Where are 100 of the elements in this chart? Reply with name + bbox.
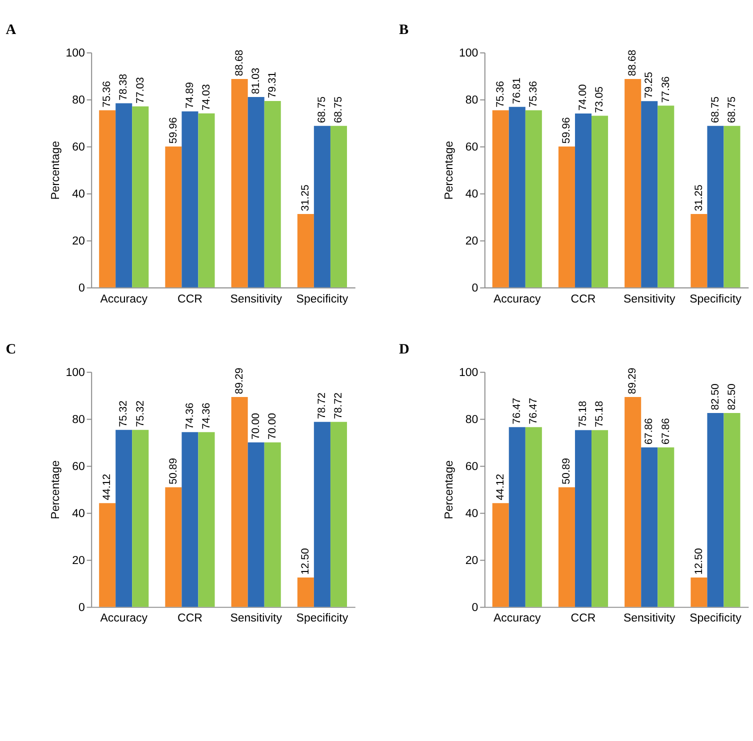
y-tick-label: 40 bbox=[72, 508, 85, 520]
data-label: 44.12 bbox=[494, 474, 506, 500]
bar bbox=[658, 447, 674, 607]
bar bbox=[690, 577, 708, 607]
bar bbox=[297, 577, 314, 607]
data-label: 74.89 bbox=[184, 82, 196, 109]
data-label: 74.36 bbox=[200, 402, 212, 430]
bar bbox=[525, 110, 542, 288]
x-tick-label: CCR bbox=[570, 612, 596, 625]
x-tick-label: Sensitivity bbox=[230, 293, 282, 306]
data-label: 67.86 bbox=[660, 418, 672, 444]
x-tick-label: Sensitivity bbox=[230, 612, 282, 625]
data-label: 77.03 bbox=[134, 76, 146, 104]
x-tick-label: Specificity bbox=[296, 612, 348, 625]
x-tick-label: Accuracy bbox=[493, 612, 542, 625]
data-label: 88.68 bbox=[626, 50, 639, 76]
y-tick-label: 60 bbox=[72, 142, 85, 154]
data-label: 68.75 bbox=[332, 96, 345, 123]
y-tick-label: 0 bbox=[472, 282, 478, 295]
bar bbox=[658, 106, 674, 288]
y-tick-label: 40 bbox=[465, 508, 478, 520]
x-tick-label: Sensitivity bbox=[623, 293, 676, 306]
bar bbox=[574, 113, 592, 288]
y-tick-label: 20 bbox=[72, 236, 85, 248]
data-label: 74.03 bbox=[200, 84, 212, 111]
bar bbox=[165, 487, 182, 607]
data-label: 81.03 bbox=[250, 68, 262, 94]
bar bbox=[707, 412, 724, 607]
data-label: 76.47 bbox=[528, 398, 540, 424]
y-axis-title: Percentage bbox=[50, 460, 62, 520]
bar bbox=[508, 427, 526, 607]
y-tick-label: 20 bbox=[72, 555, 85, 568]
data-label: 89.29 bbox=[626, 368, 639, 394]
data-label: 59.96 bbox=[167, 117, 180, 144]
y-tick-label: 40 bbox=[465, 188, 478, 201]
bar bbox=[330, 126, 347, 288]
data-label: 68.75 bbox=[709, 96, 722, 123]
x-tick-label: Specificity bbox=[690, 293, 742, 306]
data-label: 82.50 bbox=[709, 384, 722, 410]
bar bbox=[116, 103, 132, 288]
bar bbox=[724, 126, 740, 288]
bar bbox=[132, 430, 149, 607]
data-label: 12.50 bbox=[692, 548, 705, 575]
data-label: 67.86 bbox=[643, 418, 656, 444]
bar bbox=[592, 430, 608, 607]
y-tick-label: 80 bbox=[72, 94, 85, 107]
x-tick-label: CCR bbox=[178, 293, 202, 306]
x-tick-label: CCR bbox=[178, 612, 202, 625]
data-label: 44.12 bbox=[101, 474, 114, 500]
data-label: 50.89 bbox=[167, 458, 180, 484]
bar bbox=[724, 412, 740, 607]
data-label: 70.00 bbox=[266, 412, 278, 440]
bar bbox=[641, 101, 658, 288]
y-tick-label: 20 bbox=[465, 236, 478, 248]
y-tick-label: 80 bbox=[72, 414, 85, 426]
data-label: 74.00 bbox=[577, 84, 590, 111]
bar bbox=[198, 432, 215, 607]
y-tick-label: 60 bbox=[72, 461, 85, 474]
bar bbox=[182, 111, 198, 288]
data-label: 68.75 bbox=[316, 96, 328, 123]
data-label: 75.32 bbox=[118, 400, 130, 427]
bar bbox=[641, 447, 658, 607]
bar bbox=[116, 430, 132, 607]
data-label: 59.96 bbox=[560, 117, 573, 144]
bar bbox=[624, 78, 642, 288]
data-label: 31.25 bbox=[692, 184, 705, 212]
bar bbox=[264, 442, 281, 607]
data-label: 78.38 bbox=[118, 74, 130, 100]
y-tick-label: 100 bbox=[458, 367, 478, 380]
bar bbox=[492, 503, 509, 607]
data-label: 75.36 bbox=[528, 80, 540, 108]
bar bbox=[99, 503, 116, 607]
bar bbox=[99, 110, 116, 288]
y-tick-label: 60 bbox=[465, 142, 478, 154]
y-tick-label: 0 bbox=[78, 602, 85, 614]
chart-title: A bbox=[6, 22, 17, 38]
y-axis-title: Percentage bbox=[50, 140, 62, 200]
bar bbox=[592, 116, 608, 288]
data-label: 31.25 bbox=[300, 184, 312, 212]
data-label: 78.72 bbox=[332, 392, 345, 419]
x-tick-label: Specificity bbox=[690, 612, 742, 625]
data-label: 76.47 bbox=[511, 398, 524, 424]
bar bbox=[248, 442, 264, 607]
data-label: 76.81 bbox=[511, 77, 524, 104]
y-tick-label: 80 bbox=[465, 414, 478, 426]
bar bbox=[132, 106, 149, 288]
x-tick-label: Specificity bbox=[296, 293, 348, 306]
bar bbox=[231, 396, 248, 607]
bar bbox=[690, 214, 708, 288]
data-label: 79.25 bbox=[643, 72, 656, 98]
bar bbox=[492, 110, 509, 288]
bar bbox=[624, 396, 642, 607]
data-label: 74.36 bbox=[184, 402, 196, 430]
bar bbox=[574, 430, 592, 607]
y-tick-label: 80 bbox=[465, 94, 478, 107]
y-tick-label: 0 bbox=[472, 602, 478, 614]
chart-title: C bbox=[6, 342, 16, 358]
data-label: 88.68 bbox=[233, 50, 246, 76]
bar bbox=[558, 487, 575, 607]
data-label: 82.50 bbox=[726, 384, 738, 410]
